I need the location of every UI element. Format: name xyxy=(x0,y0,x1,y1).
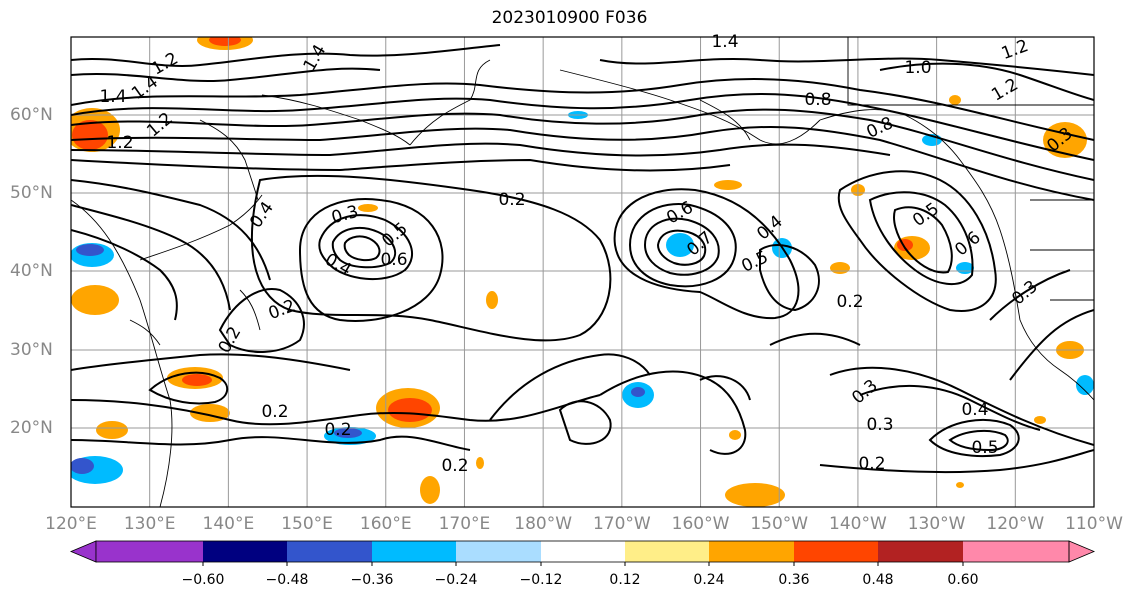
contour-lines xyxy=(71,44,1094,474)
contour-label: 0.2 xyxy=(858,454,886,474)
colorbar-segment xyxy=(456,541,541,562)
contour-label: 0.3 xyxy=(866,415,894,435)
colorbar-segment xyxy=(794,541,878,562)
latitude-label: 30°N xyxy=(10,340,53,360)
colorbar-segment xyxy=(372,541,456,562)
colorbar-segment xyxy=(625,541,709,562)
colorbar-segment xyxy=(96,541,203,562)
colorbar-segment xyxy=(878,541,963,562)
colorbar-segment xyxy=(709,541,794,562)
colorbar-tick-label: −0.12 xyxy=(519,572,563,588)
longitude-label: 130°E xyxy=(123,514,176,534)
colorbar-segment xyxy=(203,541,287,562)
contour-label: 0.2 xyxy=(498,190,526,210)
latitude-label: 20°N xyxy=(10,418,53,438)
longitude-label: 160°W xyxy=(671,514,730,534)
longitude-label: 140°W xyxy=(829,514,887,534)
colorbar-tick-label: 0.48 xyxy=(862,572,894,588)
longitude-label: 120°E xyxy=(45,514,97,534)
colorbar-border xyxy=(95,540,1070,563)
longitude-label: 160°E xyxy=(359,514,412,534)
contour-label: 0.2 xyxy=(261,402,289,422)
colorbar-segment xyxy=(541,541,625,562)
colorbar-extend-min xyxy=(69,540,97,563)
colorbar-tick-label: 0.24 xyxy=(693,572,725,588)
contour-label: 0.5 xyxy=(971,438,999,458)
contour-label: 0.4 xyxy=(961,400,989,420)
contour-label: 1.4 xyxy=(99,87,127,107)
colorbar-tick-label: −0.24 xyxy=(434,572,478,588)
contour-label: 1.4 xyxy=(711,32,739,52)
map-title: 2023010900 F036 xyxy=(491,8,648,28)
contour-label: 0.2 xyxy=(836,292,864,312)
longitude-label: 110°W xyxy=(1065,514,1123,534)
contour-label: 0.2 xyxy=(441,456,469,476)
longitude-label: 140°E xyxy=(202,514,255,534)
colorbar-tick-label: 0.12 xyxy=(609,572,641,588)
contour-label: 0.2 xyxy=(324,420,352,440)
map-frame xyxy=(70,36,1095,508)
contour-label: 1.0 xyxy=(904,58,932,78)
contour-label: 0.6 xyxy=(380,250,408,270)
contour-label: 0.8 xyxy=(804,90,832,110)
longitude-label: 150°W xyxy=(750,514,809,534)
latitude-label: 50°N xyxy=(10,183,53,203)
colorbar-tick-label: −0.48 xyxy=(265,572,309,588)
colorbar-tick-label: −0.60 xyxy=(181,572,225,588)
colorbar-extend-max xyxy=(1068,540,1096,563)
colorbar-segment xyxy=(963,541,1069,562)
longitude-label: 180°W xyxy=(514,514,573,534)
colorbar-segment xyxy=(287,541,372,562)
colorbar-tick-label: 0.36 xyxy=(778,572,810,588)
latitude-label: 40°N xyxy=(10,261,53,281)
latitude-label: 60°N xyxy=(10,105,53,125)
colorbar xyxy=(69,540,1096,566)
contour-label: 1.2 xyxy=(106,133,134,153)
longitude-label: 170°E xyxy=(438,514,491,534)
longitude-label: 150°E xyxy=(281,514,333,534)
longitude-label: 130°W xyxy=(907,514,966,534)
longitude-label: 120°W xyxy=(986,514,1045,534)
longitude-label: 170°W xyxy=(592,514,651,534)
colorbar-tick-label: −0.36 xyxy=(350,572,394,588)
colorbar-tick-label: 0.60 xyxy=(947,572,979,588)
